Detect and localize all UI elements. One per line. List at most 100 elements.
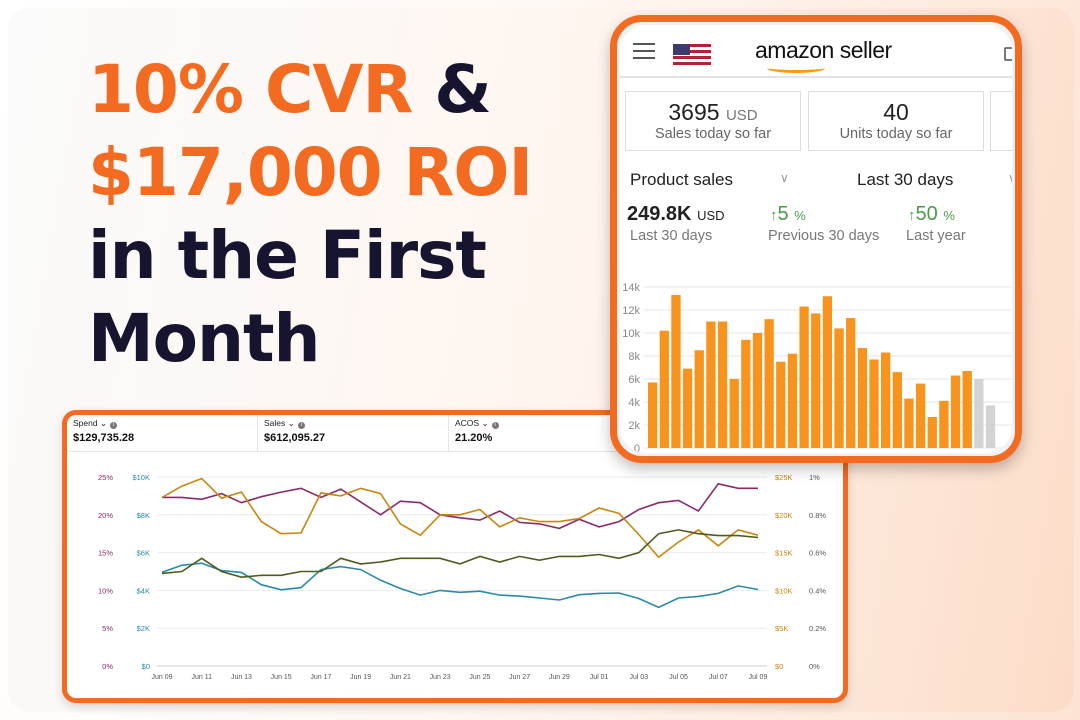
headline-line3: in the First (88, 217, 487, 294)
chart-icon[interactable] (1004, 47, 1012, 61)
x-tick-label: Jun 29 (549, 674, 570, 681)
right-usd-tick: $20K (775, 511, 793, 520)
x-tick-label: Jun 09 (151, 674, 172, 681)
y-tick-label: 0 (634, 443, 640, 453)
bar (659, 330, 669, 448)
bar (741, 339, 751, 448)
card-value: 40 (883, 99, 909, 125)
chevron-down-icon[interactable]: ∨ (780, 171, 789, 185)
arrow-up-icon: ↑ (770, 207, 778, 224)
us-flag-icon[interactable] (673, 44, 711, 65)
left-pct-tick: 10% (98, 586, 113, 595)
change-year: ↑50 % (908, 203, 955, 225)
x-tick-label: Jul 01 (590, 674, 609, 681)
chevron-down-icon[interactable]: ⌄ (99, 418, 108, 428)
hamburger-menu-icon[interactable] (633, 43, 655, 64)
chevron-down-icon[interactable]: ⌄ (287, 418, 295, 428)
left-usd-tick: $6K (137, 549, 150, 558)
right-pct-tick: 0.8% (809, 511, 826, 520)
bar-partial (974, 379, 984, 448)
amazon-smile-icon (767, 63, 825, 73)
bar (764, 319, 774, 448)
right-usd-tick: $0 (775, 662, 783, 671)
right-pct-tick: 0% (809, 662, 820, 671)
y-tick-label: 8k (628, 351, 640, 363)
bar (682, 368, 693, 448)
range-select[interactable]: Last 30 days (857, 170, 954, 189)
left-pct-tick: 25% (98, 473, 113, 482)
bar-chart: 02k4k6k8k10k12k14kNov 30Dec 5Dec 10Dec 1… (622, 282, 1012, 453)
card-label: Sales today so far (654, 126, 772, 142)
metric-value: $612,095.27 (264, 432, 326, 444)
x-tick-label: Jun 19 (350, 674, 371, 681)
bar-partial (985, 405, 996, 448)
metric-spend[interactable]: Spend ⌄ i $129,735.28 (67, 415, 258, 451)
right-usd-tick: $5K (775, 624, 788, 633)
next-card[interactable] (990, 91, 1012, 151)
right-usd-tick: $25K (775, 473, 793, 482)
bar (671, 295, 681, 448)
card-label: Units today so far (839, 126, 953, 142)
metric-value: $129,735.28 (73, 432, 135, 444)
bar (648, 382, 658, 448)
units-today-card[interactable]: 40 Units today so far (808, 91, 984, 151)
bar (846, 318, 856, 448)
arrow-up-icon: ↑ (908, 207, 916, 224)
x-tick-label: Jul 03 (629, 674, 648, 681)
right-pct-tick: 1% (809, 473, 820, 482)
right-pct-tick: 0.2% (809, 624, 826, 633)
bar (881, 352, 891, 448)
left-usd-tick: $2K (137, 624, 150, 633)
right-pct-tick: 0.4% (809, 586, 826, 595)
bar (706, 321, 716, 448)
metric-value: 21.20% (455, 432, 493, 444)
bar (939, 400, 949, 448)
right-pct-tick: 0.6% (809, 549, 826, 558)
bar (811, 313, 821, 448)
left-usd-tick: $10K (132, 473, 150, 482)
series-line-1 (161, 562, 759, 609)
chevron-down-icon[interactable]: ∨ (1008, 171, 1012, 185)
card-unit: USD (725, 107, 758, 124)
app-header: amazon seller (620, 25, 1012, 78)
bar (694, 350, 704, 448)
series-line-3 (161, 529, 759, 579)
bar (927, 416, 937, 448)
metric-label: Sales (264, 418, 286, 428)
bar (729, 379, 739, 448)
bar (776, 361, 786, 448)
left-pct-tick: 5% (102, 624, 113, 633)
left-pct-tick: 0% (102, 662, 113, 671)
x-tick-label: Jul 05 (669, 674, 688, 681)
info-icon[interactable]: i (297, 422, 305, 429)
headline: 10% CVR & $17,000 ROI in the First Month (88, 48, 533, 380)
left-usd-tick: $8K (137, 511, 150, 520)
y-tick-label: 2k (628, 420, 640, 432)
x-tick-label: Jul 09 (749, 674, 768, 681)
chevron-down-icon[interactable]: ⌄ (481, 418, 489, 428)
series-line-2 (161, 477, 759, 559)
x-tick-label: Jun 15 (271, 674, 292, 681)
metric-label: Spend (73, 418, 98, 428)
sales-today-card[interactable]: 3695 USD Sales today so far (625, 91, 801, 151)
info-icon[interactable]: i (110, 422, 118, 429)
bar (834, 328, 844, 448)
bar (892, 372, 902, 448)
card-value: 3695 (668, 99, 720, 125)
bar (787, 353, 798, 448)
bar (915, 383, 926, 448)
left-usd-tick: $4K (137, 586, 150, 595)
metric-sales[interactable]: Sales ⌄ i $612,095.27 (258, 415, 449, 451)
bar (857, 347, 867, 448)
left-usd-tick: $0 (142, 662, 150, 671)
info-icon[interactable]: i (491, 422, 499, 429)
change-year-label: Last year (906, 228, 966, 244)
bar (799, 306, 809, 448)
amazon-seller-logo: amazon seller (755, 37, 892, 63)
metric-select[interactable]: Product sales (630, 170, 733, 189)
ads-performance-panel: Spend ⌄ i $129,735.28 Sales ⌄ i $612,095.2… (62, 410, 848, 703)
left-pct-tick: 20% (98, 511, 113, 520)
headline-ampersand: & (434, 51, 492, 128)
bar (717, 321, 728, 448)
bar (962, 370, 972, 448)
